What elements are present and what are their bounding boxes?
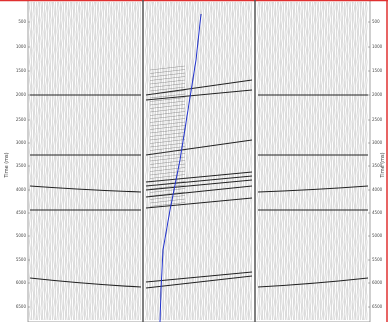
event-streak [149,125,186,130]
event-streak [149,93,186,99]
event-streak [149,177,186,183]
reflector [145,185,253,198]
event-streak [149,107,186,113]
reflector [257,277,369,288]
left-tick-label: 3000 [16,140,27,145]
traces [29,1,368,321]
event-streak [149,97,186,102]
event-streak [149,167,186,172]
well-path [159,13,202,322]
event-streak [149,149,186,155]
event-streak [149,195,186,200]
left-axis-label: Time (ms) [4,152,10,178]
event-streak [149,160,186,165]
left-tick-label: 1000 [16,44,27,49]
event-streak [149,135,186,141]
right-tick-label: 4500 [372,210,383,215]
reflector [145,175,253,187]
left-tick-label: 3500 [16,163,27,168]
right-tick-label: 5000 [372,233,383,238]
left-tick-label: 4000 [16,187,27,192]
event-streak [149,198,186,204]
right-tick-label: 1000 [372,44,383,49]
left-tick-label: 1500 [16,68,27,73]
right-tick-label: 5500 [372,257,383,262]
event-streak [149,202,186,207]
reflector [145,79,253,96]
left-tick-label: 2000 [16,92,27,97]
event-streak [149,111,186,116]
reflector [145,89,253,101]
reflector [145,197,253,209]
event-streak [149,86,186,92]
event-streak [149,72,186,78]
reflector [29,277,142,288]
tick-labels: 500 500 1000 1000 1500 1500 2000 2000 2500 2500 30… [16,19,383,309]
event-streak [149,100,186,106]
event-streak [149,156,186,162]
event-streak [149,104,186,109]
event-streak [149,146,186,151]
event-streak [149,181,186,186]
plot-frame [27,0,371,322]
right-tick-label: 3000 [372,140,383,145]
event-streak [149,132,186,137]
trace-group [29,1,141,321]
event-streak [149,90,186,95]
left-tick-label: 6000 [16,280,27,285]
trace-group [257,1,368,321]
left-tick-label: 500 [18,19,26,24]
event-streak [149,118,186,123]
reflector [145,275,253,289]
event-streak [149,114,186,120]
event-streak [149,83,186,88]
right-tick-label: 2000 [372,92,383,97]
right-axis-label: Time (ms) [380,152,386,178]
reflector [29,185,142,193]
event-streak [149,153,186,158]
event-streak [149,139,186,144]
right-tick-label: 6500 [372,304,383,309]
event-streak [149,79,186,85]
reflector [257,185,369,193]
left-tick-label: 2500 [16,117,27,122]
event-streak [149,121,186,127]
right-tick-label: 6000 [372,280,383,285]
event-streak [149,170,186,176]
event-streak [149,174,186,179]
reflector [145,179,253,191]
event-streak [149,191,186,197]
right-tick-label: 1500 [372,68,383,73]
event-streak [149,128,186,134]
reflector [145,271,253,283]
trace-group [145,1,253,321]
left-tick-label: 6500 [16,304,27,309]
left-tick-label: 5500 [16,257,27,262]
left-tick-label: 5000 [16,233,27,238]
event-streak [149,188,186,193]
event-streak [149,65,186,71]
event-streak [149,142,186,148]
left-tick-label: 4500 [16,210,27,215]
right-tick-label: 3500 [372,163,383,168]
right-tick-label: 2500 [372,117,383,122]
event-streak [149,69,186,74]
event-streak [149,184,186,190]
right-tick-label: 500 [372,19,380,24]
right-tick-label: 4000 [372,187,383,192]
event-streak [149,76,186,81]
reflectors [29,65,369,289]
